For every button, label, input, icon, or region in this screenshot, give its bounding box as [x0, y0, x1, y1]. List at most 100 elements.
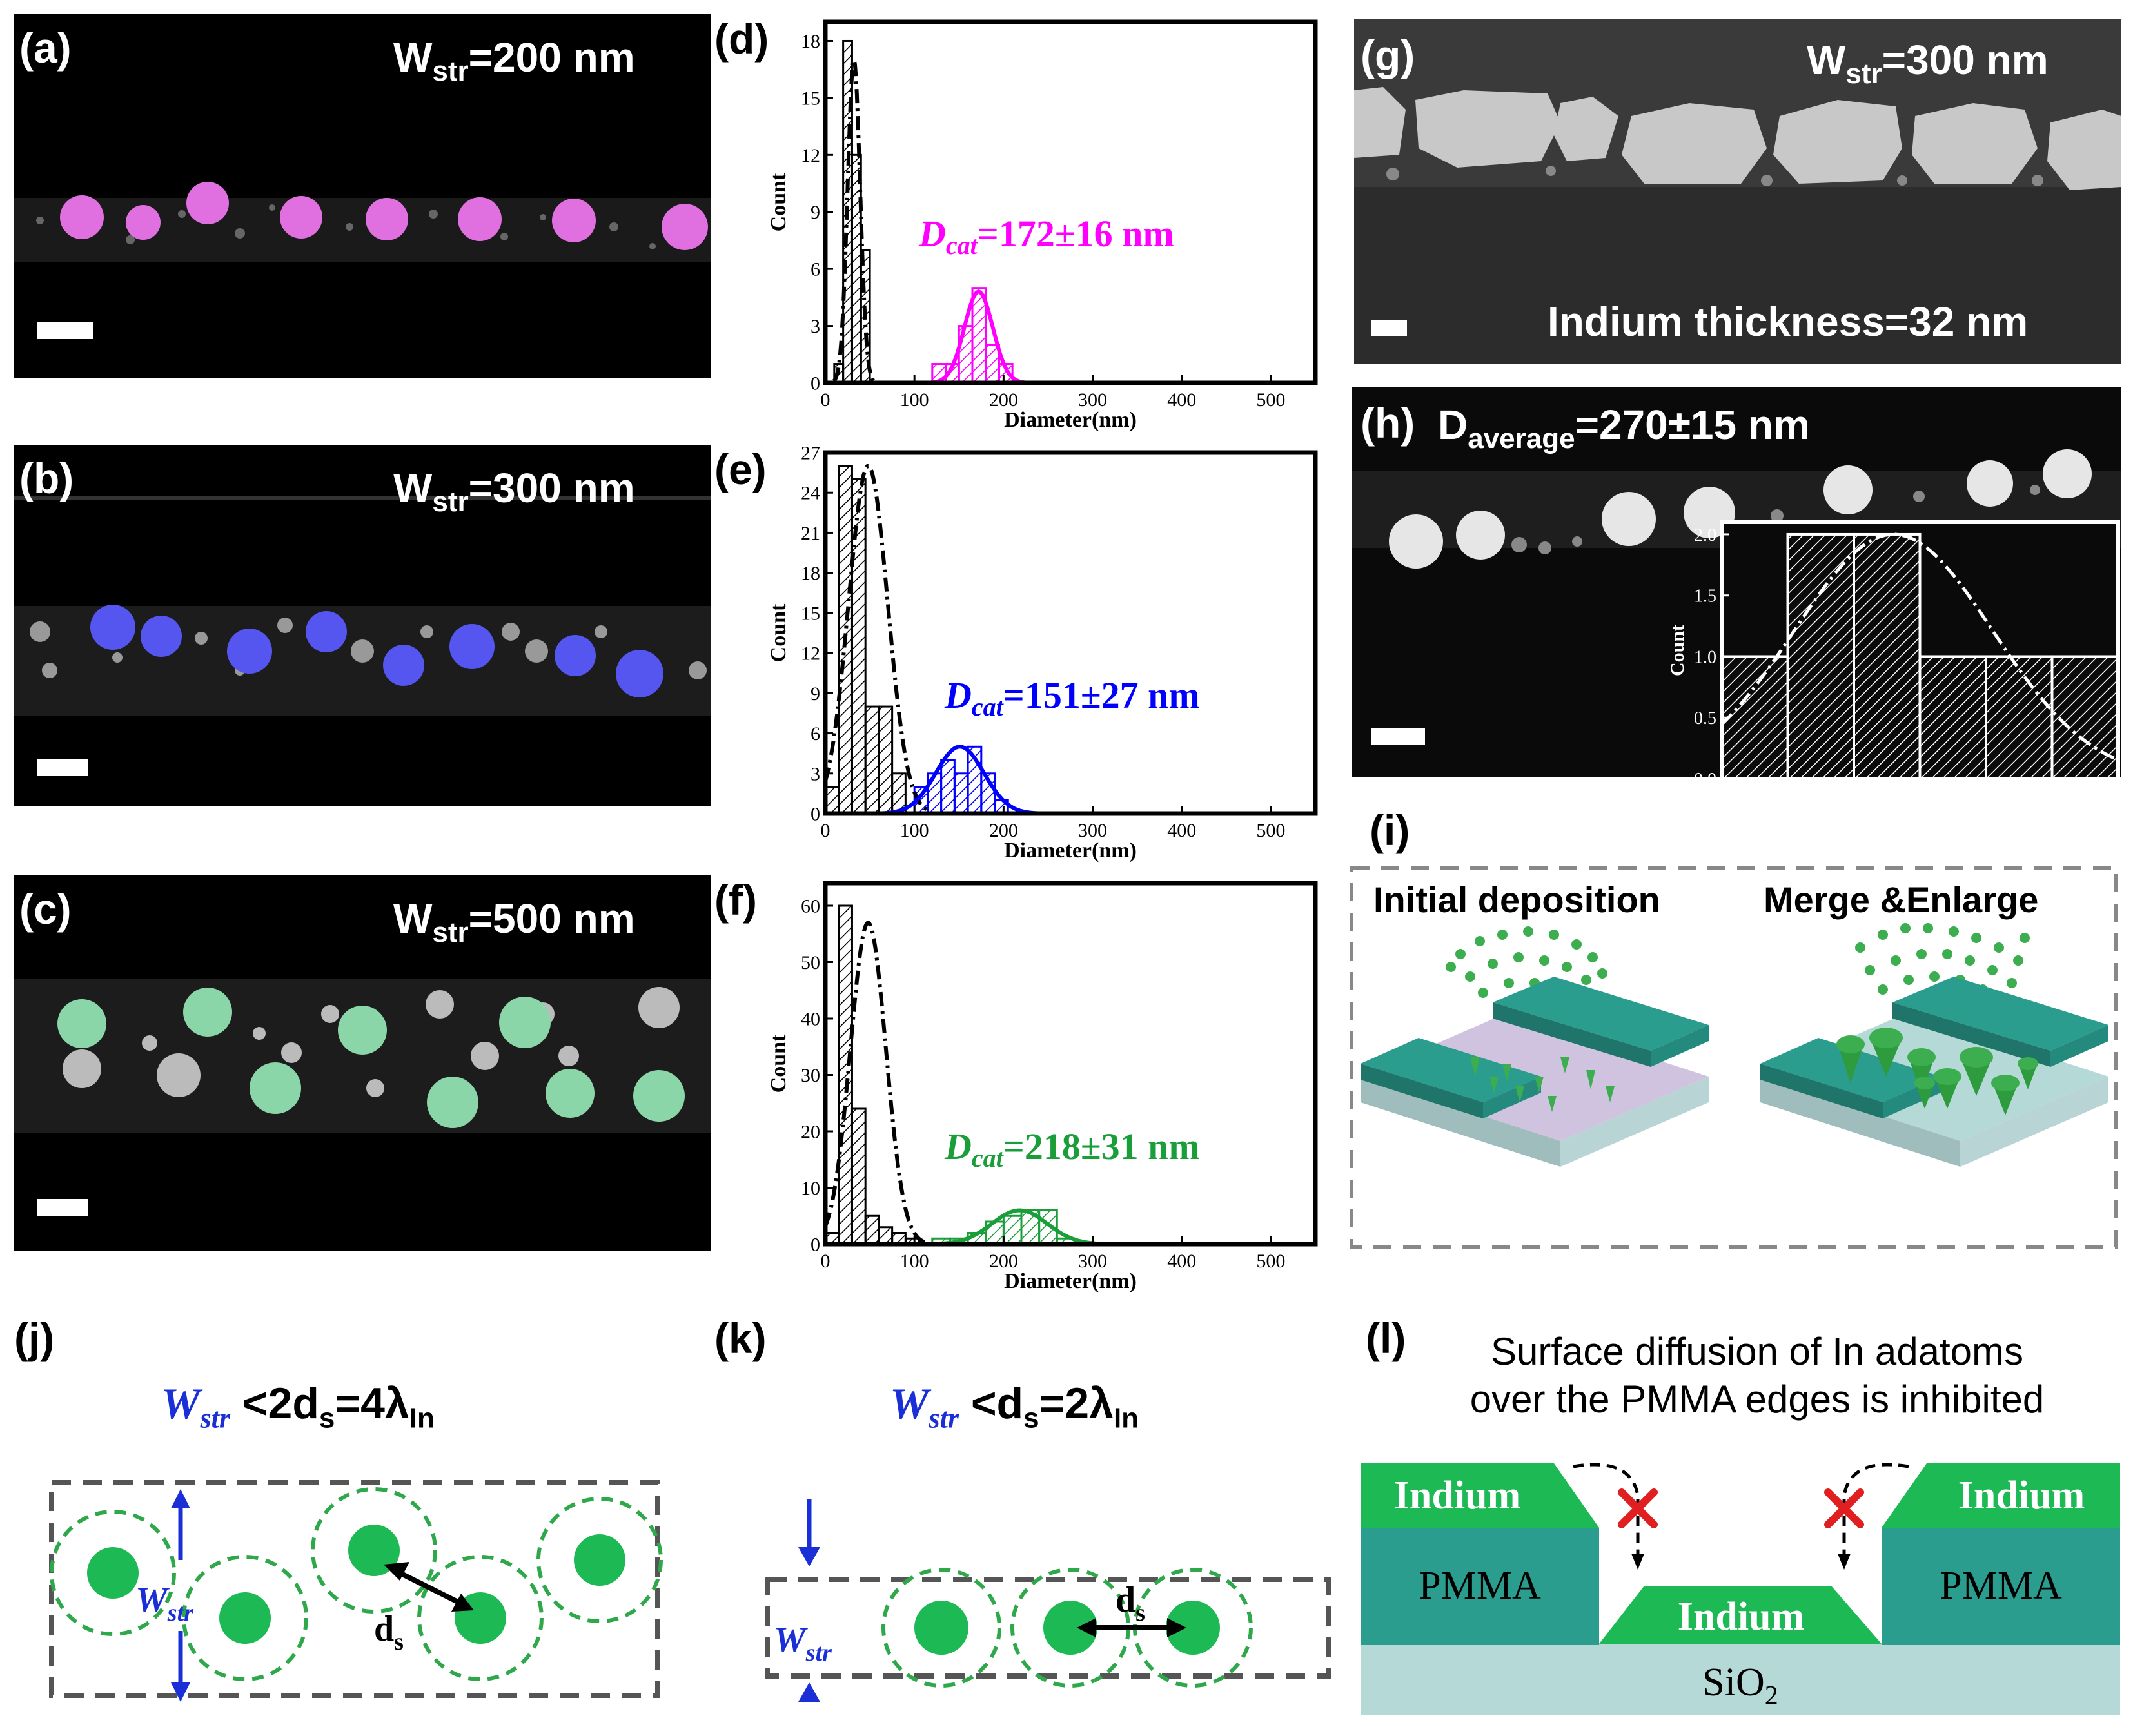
schematic-i: Initial deposition Merge &Enlarge	[1350, 866, 2118, 1249]
w-str-inner-k: Wstr	[774, 1620, 832, 1666]
x-tick-label: 100	[900, 389, 929, 411]
x-tick-label: 300	[1078, 389, 1107, 411]
histogram-e: 0 100 200 300 400 500 0 3 6 9 12 15 18 21 24 27 Diameter…	[767, 445, 1318, 863]
x-tick-label: 260	[1774, 785, 1802, 805]
histogram-bar	[1720, 655, 1789, 780]
scale-bar-h	[1371, 728, 1425, 745]
histogram-bar	[878, 705, 894, 815]
x-tick-label: 400	[1167, 820, 1196, 841]
y-tick-label: 50	[801, 952, 820, 973]
gaussian-fit-curve	[883, 745, 1037, 815]
plot-frame	[823, 19, 1318, 385]
blocked-x-icon	[1618, 1488, 1864, 1528]
schematic-j: Wstr ds	[49, 1480, 663, 1702]
width-label-b: Wstr=300 nm	[393, 465, 635, 518]
y-tick-label: 1.5	[1694, 587, 1716, 607]
gaussian-fit-curve	[823, 920, 926, 1244]
x-tick-label: 270	[1840, 785, 1867, 805]
scale-bar-c	[37, 1199, 88, 1216]
y-axis-label: Count	[767, 1034, 791, 1093]
x-axis-label: Diameter(nm)	[1004, 1269, 1137, 1293]
equation-k: Wstr <ds=2λIn	[890, 1379, 1139, 1434]
x-tick-label: 400	[1167, 389, 1196, 411]
histogram-h-inset: 250 260 270 280 290 300 310 0.0 0.5 1.0 1.5 2.0 Diam…	[1667, 520, 2128, 823]
sem-panel-b: (b) Wstr=300 nm	[14, 445, 711, 806]
y-tick-label: 15	[801, 603, 820, 624]
x-tick-label: 310	[2105, 785, 2128, 805]
histogram-bar	[864, 1214, 880, 1245]
histogram-bar	[940, 759, 956, 815]
pmma-label-left: PMMA	[1419, 1564, 1541, 1608]
x-axis-label: Diameter(nm)	[1862, 802, 1979, 823]
y-axis-label: Count	[1667, 625, 1688, 676]
gaussian-fit-curve	[832, 55, 876, 382]
scale-bar-a	[37, 322, 93, 339]
y-tick-label: 18	[801, 31, 820, 52]
y-tick-label: 6	[811, 723, 820, 745]
histogram-bar	[838, 904, 853, 1245]
panel-label-b: (b)	[19, 454, 74, 502]
pmma-label-right: PMMA	[1940, 1564, 2062, 1608]
y-tick-label: 0.0	[1694, 770, 1716, 790]
width-label-g: Wstr=300 nm	[1807, 37, 2049, 90]
x-tick-label: 0	[821, 1251, 831, 1272]
y-tick-label: 12	[801, 643, 820, 665]
y-tick-label: 9	[811, 202, 820, 223]
indium-label-center: Indium	[1678, 1595, 1804, 1639]
histogram-d: 0 100 200 300 400 500 0 3 6 9 12 15 18 Diameter(nm) Co…	[767, 19, 1318, 432]
catalyst-diameter-annotation: Dcat=218±31 nm	[944, 1126, 1200, 1173]
gaussian-fit-curve	[931, 1208, 1108, 1246]
panel-label-l: (l)	[1366, 1314, 1406, 1362]
x-tick-label: 500	[1256, 389, 1285, 411]
x-tick-label: 300	[2039, 785, 2066, 805]
histogram-bar	[1002, 1214, 1023, 1245]
y-tick-label: 3	[811, 316, 820, 337]
panel-label-e: (e)	[714, 445, 767, 493]
y-axis-label: Count	[767, 173, 791, 231]
sem-image-a	[14, 182, 711, 262]
ds-label-j: ds	[374, 1609, 404, 1655]
diffusion-path-left	[1573, 1463, 1640, 1554]
y-tick-label: 6	[811, 259, 820, 280]
histogram-bar	[1853, 532, 1922, 780]
x-tick-label: 280	[1907, 785, 1934, 805]
y-tick-label: 0.5	[1694, 708, 1716, 728]
y-tick-label: 3	[811, 763, 820, 785]
equation-j: Wstr <2ds=4λIn	[161, 1379, 435, 1434]
sem-image-c	[14, 979, 711, 1133]
y-tick-label: 40	[801, 1009, 820, 1030]
panel-label-c: (c)	[19, 885, 72, 933]
x-tick-label: 200	[989, 389, 1018, 411]
x-tick-label: 250	[1708, 785, 1735, 805]
y-axis-label: Count	[767, 603, 791, 662]
histogram-f: 0 100 200 300 400 500 0 10 20 30 40 50 60 Diameter(nm…	[767, 881, 1318, 1293]
panel-label-d: (d)	[714, 15, 769, 63]
indium-label-left: Indium	[1394, 1474, 1520, 1517]
y-tick-label: 15	[801, 88, 820, 109]
merge-enlarge-scheme	[1760, 923, 2108, 1167]
panel-label-a: (a)	[19, 24, 72, 72]
histogram-bar	[850, 1107, 867, 1245]
sem-image-b	[14, 496, 711, 716]
schematic-k: Wstr ds	[765, 1499, 1331, 1702]
sio2-label: SiO2	[1702, 1661, 1778, 1711]
y-tick-label: 9	[811, 683, 820, 705]
catalyst-diameter-annotation: Dcat=151±27 nm	[944, 674, 1200, 721]
y-tick-label: 21	[801, 523, 820, 544]
indium-label-right: Indium	[1958, 1474, 2085, 1517]
ds-label-k: ds	[1116, 1580, 1145, 1626]
histogram-bar	[1918, 655, 1987, 780]
sem-panel-c: (c) Wstr=500 nm	[14, 875, 711, 1251]
plot-frame	[823, 881, 1318, 1247]
x-tick-label: 200	[989, 1251, 1018, 1272]
scale-bar-g	[1371, 320, 1407, 336]
d-average-label: Daverage=270±15 nm	[1438, 402, 1810, 454]
histogram-bar	[878, 1226, 894, 1245]
y-tick-label: 2.0	[1694, 525, 1716, 545]
sem-image-g	[1354, 19, 2121, 364]
thickness-label-g: Indium thickness=32 nm	[1548, 298, 2029, 345]
histogram-bar	[1786, 532, 1855, 780]
y-tick-label: 18	[801, 563, 820, 584]
panel-label-g: (g)	[1361, 32, 1415, 79]
merge-enlarge-title: Merge &Enlarge	[1764, 879, 2038, 920]
